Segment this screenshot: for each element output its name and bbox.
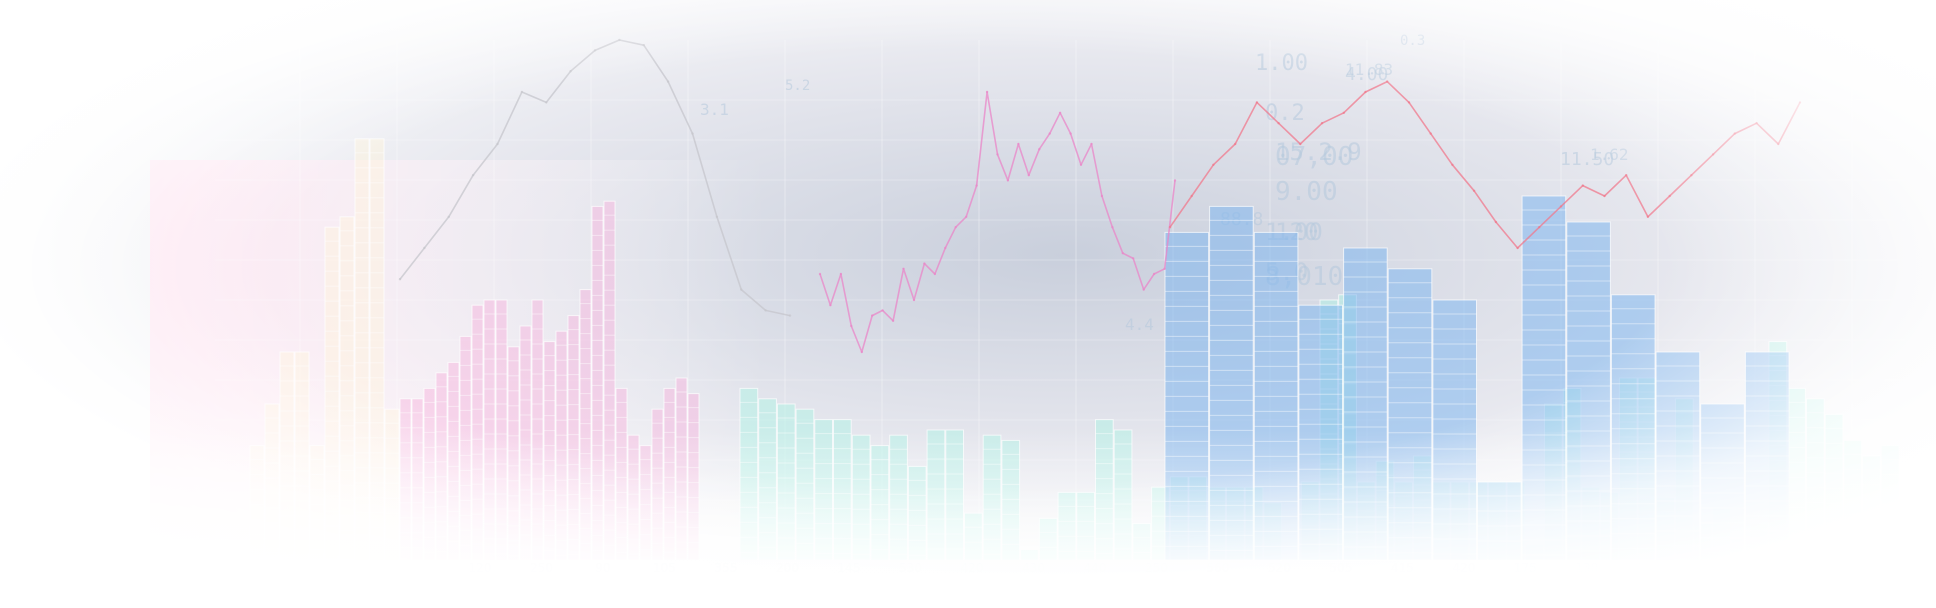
- edge-vignette: [0, 0, 1936, 608]
- chart-canvas: 1.004.003.15.20.215.2.99.001.0011.504.48…: [0, 0, 1936, 608]
- chart-svg: 1.004.003.15.20.215.2.99.001.0011.504.48…: [0, 0, 1936, 608]
